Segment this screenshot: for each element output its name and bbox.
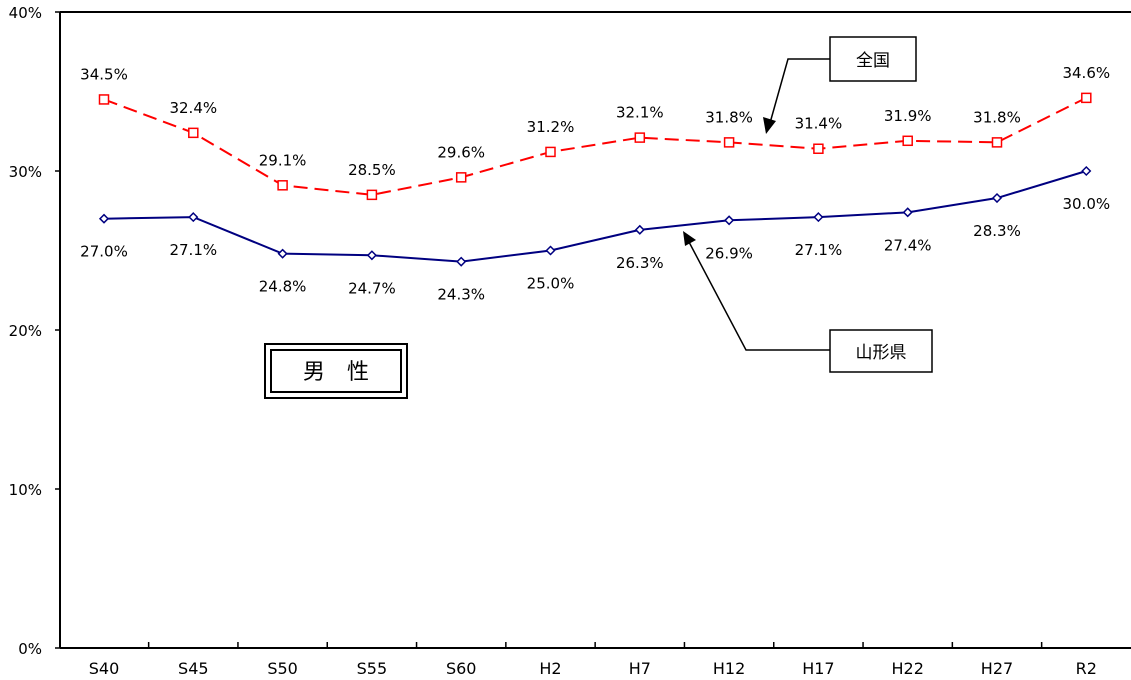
x-tick-label: H17 — [802, 659, 834, 678]
data-label: 26.9% — [705, 244, 753, 262]
data-label: 30.0% — [1062, 195, 1110, 213]
yamagata-callout: 山形県 — [683, 231, 933, 373]
x-tick-label: H12 — [713, 659, 745, 678]
data-point-marker — [1081, 165, 1092, 177]
x-tick-label: S50 — [267, 659, 298, 678]
data-label: 29.6% — [437, 143, 485, 161]
data-label: 27.1% — [169, 241, 217, 259]
x-tick-label: S40 — [89, 659, 120, 678]
data-point-marker — [277, 248, 288, 259]
data-point-marker — [455, 172, 467, 183]
title-box: 男 性 — [264, 343, 408, 399]
series-line — [103, 96, 1087, 196]
data-point-marker — [991, 137, 1003, 148]
y-tick-label: 0% — [18, 640, 42, 658]
data-point-marker — [634, 132, 646, 143]
data-label: 31.8% — [705, 108, 753, 126]
data-point-marker — [188, 127, 199, 139]
data-label: 26.3% — [616, 254, 664, 272]
title-box-outer — [264, 343, 408, 399]
data-label: 31.4% — [795, 115, 843, 133]
data-label: 34.6% — [1062, 64, 1110, 82]
data-point-marker — [813, 212, 824, 223]
data-point-marker — [98, 94, 110, 105]
y-tick-label: 30% — [9, 163, 42, 181]
data-point-marker — [902, 135, 913, 147]
title-box-inner — [270, 349, 402, 393]
data-point-marker — [366, 250, 377, 261]
data-label: 28.5% — [348, 161, 396, 179]
data-point-marker — [277, 180, 288, 191]
x-tick-label: S55 — [357, 659, 388, 678]
yamagata-callout-label: 山形県 — [856, 343, 907, 363]
data-label: 24.3% — [437, 286, 485, 304]
data-label: 31.2% — [527, 118, 575, 136]
data-label: 27.1% — [795, 241, 843, 259]
data-point-marker — [188, 212, 199, 223]
x-tick-label: R2 — [1076, 659, 1097, 678]
x-ticks: S40 S45 S50 S55 S60 H2 H7 H12 H17 H22 H27 R2 — [89, 642, 1097, 678]
title-box-label: 男 性 — [303, 360, 369, 385]
y-tick-label: 10% — [9, 481, 42, 499]
data-label: 24.7% — [348, 279, 396, 297]
x-tick-label: S60 — [446, 659, 477, 678]
data-label: 27.4% — [884, 236, 932, 254]
x-tick-label: H7 — [629, 659, 651, 678]
data-point-marker — [902, 207, 913, 218]
data-label: 34.5% — [80, 65, 128, 83]
series-layer: 34.5% 32.4% 29.1% 28.5% 29.6% 31.2% 32.1% 31.8%… — [80, 64, 1110, 304]
y-tick-label: 40% — [9, 4, 42, 22]
national-callout-leader — [769, 58, 830, 124]
data-label: 28.3% — [973, 222, 1021, 240]
data-point-marker — [813, 143, 824, 154]
data-label: 31.8% — [973, 108, 1021, 126]
data-label: 29.1% — [259, 151, 307, 169]
national-callout-arrowhead — [763, 117, 776, 134]
x-tick-label: H22 — [892, 659, 924, 678]
x-tick-label: S45 — [178, 659, 209, 678]
national-callout-box — [829, 36, 917, 82]
x-tick-label: H27 — [981, 659, 1013, 678]
data-label: 32.4% — [169, 99, 217, 117]
yamagata-callout-arrowhead — [683, 231, 696, 246]
yamagata-callout-leader — [688, 241, 830, 351]
data-point-marker — [366, 189, 378, 201]
data-label: 25.0% — [527, 275, 575, 293]
data-point-marker — [634, 224, 645, 235]
series-national: 34.5% 32.4% 29.1% 28.5% 29.6% 31.2% 32.1% 31.8%… — [80, 64, 1110, 201]
yamagata-callout-box — [829, 329, 933, 373]
data-label: 24.8% — [259, 278, 307, 296]
data-point-marker — [98, 213, 110, 224]
y-ticks: 0% 10% 20% 30% 40% — [9, 4, 60, 658]
series-line — [103, 170, 1087, 263]
data-point-marker — [545, 245, 556, 256]
series-yamagata: 27.0% 27.1% 24.8% 24.7% 24.3% 25.0% 26.3% 26.9%… — [80, 165, 1110, 304]
axes — [59, 11, 1131, 649]
data-point-marker — [1081, 92, 1092, 104]
y-tick-label: 20% — [9, 322, 42, 340]
data-label: 31.9% — [884, 107, 932, 125]
data-point-marker — [724, 215, 735, 226]
x-tick-label: H2 — [539, 659, 561, 678]
national-callout: 全国 — [763, 36, 917, 134]
data-point-marker — [723, 137, 735, 148]
data-label: 27.0% — [80, 243, 128, 261]
data-point-marker — [456, 256, 467, 267]
data-label: 32.1% — [616, 104, 664, 122]
data-point-marker — [545, 146, 556, 158]
national-callout-label: 全国 — [856, 51, 890, 71]
data-point-marker — [991, 192, 1003, 204]
